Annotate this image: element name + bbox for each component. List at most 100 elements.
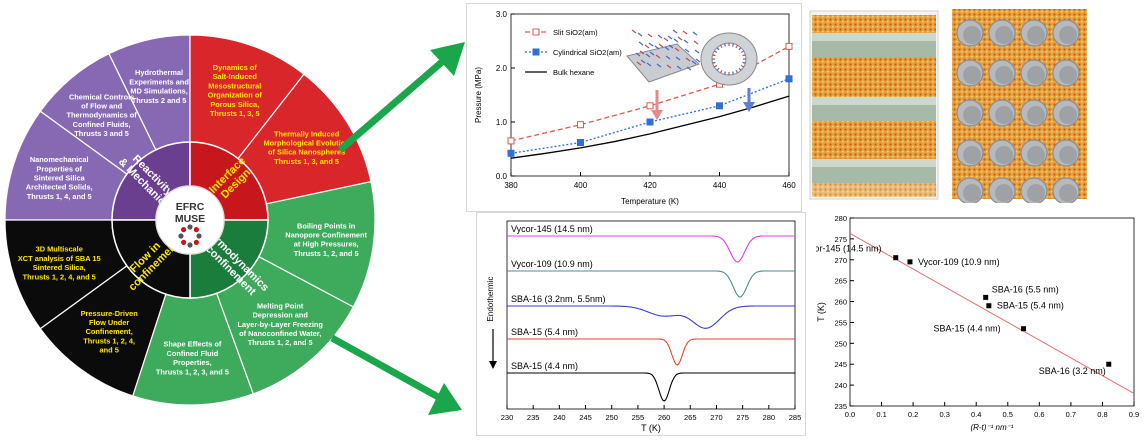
x-tick-label: 0.2 bbox=[908, 410, 918, 419]
pore-hole-inner bbox=[1059, 146, 1077, 164]
dsc-curve-label-2: SBA-16 (3.2nm, 5.5nm) bbox=[511, 294, 606, 304]
pore-hole-inner bbox=[1059, 66, 1077, 84]
outer-label-nanomech: Nanomechanical bbox=[30, 155, 89, 164]
scatter-point bbox=[893, 255, 899, 261]
dsc-curve-label-0: Vycor-145 (14.5 nm) bbox=[511, 224, 593, 234]
y-tick-label: 240 bbox=[834, 381, 847, 390]
x-axis-label: (R-t)⁻¹ nm⁻¹ bbox=[970, 423, 1013, 432]
molecule bbox=[716, 47, 720, 51]
outer-label-shape: Thrusts 1, 2, 3, and 5 bbox=[156, 367, 229, 376]
research-wheel: Hydrothermal Experiments and MD Simulation… bbox=[0, 0, 385, 434]
molecule bbox=[738, 67, 742, 71]
legend-label: Slit SiO2(am) bbox=[553, 28, 598, 37]
scatter-point bbox=[983, 294, 989, 300]
x-tick-label: 0.8 bbox=[1097, 410, 1107, 419]
y-tick-label: 1.0 bbox=[496, 118, 508, 127]
molecule bbox=[740, 64, 745, 68]
molecule bbox=[646, 62, 652, 67]
x-tick-label: 250 bbox=[605, 413, 618, 422]
outer-label-boiling: Thrusts 1, 2, and 5 bbox=[294, 249, 359, 258]
molecule bbox=[667, 35, 673, 40]
outer-label-dynamics: Organization of bbox=[208, 91, 263, 100]
center-logo-line1: EFRC bbox=[176, 201, 205, 213]
y-tick-label: 245 bbox=[834, 360, 847, 369]
outer-label-pressure: Thrusts 1, 2, 4, bbox=[83, 336, 135, 345]
pore-hole-inner bbox=[963, 184, 981, 202]
molecule bbox=[693, 40, 699, 45]
outer-label-chemical: Thermodynamics of bbox=[66, 111, 137, 120]
x-tick-label: 0.3 bbox=[939, 410, 949, 419]
y-tick-label: 3.0 bbox=[496, 10, 508, 19]
x-tick-label: 0.0 bbox=[845, 410, 855, 419]
x-tick-label: 0.9 bbox=[1129, 410, 1139, 419]
y-tick-label: 265 bbox=[834, 277, 847, 286]
x-tick-label: 245 bbox=[579, 413, 592, 422]
pore-hole-inner bbox=[963, 106, 981, 124]
outer-label-dynamics: Salt-Induced bbox=[213, 72, 258, 81]
molecule bbox=[647, 33, 653, 38]
pore-hole-inner bbox=[995, 184, 1013, 202]
molecule bbox=[686, 66, 692, 71]
data-point-0 bbox=[507, 137, 515, 145]
molecule bbox=[692, 31, 698, 36]
data-point-1 bbox=[507, 149, 515, 157]
molecule bbox=[691, 60, 697, 65]
x-tick-label: 0.5 bbox=[1003, 410, 1013, 419]
x-tick-label: 280 bbox=[763, 413, 776, 422]
vapor-pressure-chart: 380 400 420 440 460 0.0 1.0 2.0 3.0 Temperature (… bbox=[474, 10, 796, 206]
dsc-curve-3 bbox=[507, 338, 795, 366]
x-tick-label: 0.7 bbox=[1066, 410, 1076, 419]
molecule bbox=[724, 71, 726, 75]
molecule bbox=[666, 64, 672, 69]
molecule bbox=[683, 39, 689, 44]
slit-pore-model-illustration bbox=[809, 10, 939, 200]
pore-hole-inner bbox=[1027, 146, 1045, 164]
scatter-point bbox=[1021, 326, 1027, 332]
outer-label-thermal: of Silica Nanospheres bbox=[268, 148, 345, 157]
molecule bbox=[664, 46, 670, 51]
arrow-down bbox=[330, 334, 462, 415]
outer-label-shape: Confined Fluid bbox=[167, 349, 219, 358]
outer-label-melting: of Nanoconfined Water, bbox=[239, 329, 321, 338]
y-tick-label: 0.0 bbox=[496, 172, 508, 181]
scatter-point bbox=[986, 303, 992, 309]
outer-label-hydrothermal: Experiments and bbox=[129, 77, 189, 86]
pore-hole-inner bbox=[995, 146, 1013, 164]
scatter-point-label: SBA-16 (3.2 nm) bbox=[1039, 366, 1106, 376]
dsc-panel: 230 235 240 245 250 255 260 265 270 275 280 285 T (K… bbox=[476, 212, 806, 436]
molecule bbox=[719, 44, 723, 49]
plot-frame bbox=[849, 217, 1135, 407]
outer-label-hydrothermal: MD Simulations, bbox=[130, 87, 188, 96]
outer-label-pressure: Flow Under bbox=[89, 318, 129, 327]
molecule bbox=[712, 61, 716, 64]
data-point-0 bbox=[785, 42, 793, 50]
pore-hole-inner bbox=[1059, 106, 1077, 124]
outer-label-dynamics: Mesostructural bbox=[208, 81, 261, 90]
molecule bbox=[637, 32, 643, 37]
outer-label-melting: Thrusts 1, 2, and 5 bbox=[248, 338, 313, 347]
slit-inset-shape bbox=[626, 43, 700, 83]
molecule bbox=[648, 42, 654, 47]
gibbs-thomson-chart: 0.0 0.1 0.2 0.3 0.4 0.5 0.6 0.7 0.8 0.9 235 240 245 2… bbox=[800, 214, 1139, 432]
outer-label-melting: Depression and bbox=[252, 311, 308, 320]
molecule bbox=[713, 50, 718, 54]
molecule bbox=[732, 43, 734, 47]
outer-label-nanomech: Sintered Silica bbox=[34, 174, 86, 183]
y-tick-label: 250 bbox=[834, 339, 847, 348]
pore-hole-inner bbox=[963, 146, 981, 164]
scatter-point-label: SBA-15 (5.4 nm) bbox=[997, 301, 1064, 311]
plot-frame bbox=[506, 220, 796, 410]
y-tick-label: 235 bbox=[834, 402, 847, 411]
outer-label-xct: 3D Multiscale bbox=[36, 245, 83, 254]
dsc-curve-2 bbox=[507, 305, 795, 329]
outer-label-boiling: Nanopore Confinement bbox=[285, 231, 367, 240]
x-tick-label: 260 bbox=[658, 413, 671, 422]
y-tick-label: 2.0 bbox=[496, 64, 508, 73]
pore-hole-inner bbox=[963, 66, 981, 84]
x-tick-label: 275 bbox=[736, 413, 749, 422]
dsc-curve-label-1: Vycor-109 (10.9 nm) bbox=[511, 259, 593, 269]
molecule bbox=[742, 54, 746, 57]
x-tick-label: 0.4 bbox=[971, 410, 981, 419]
